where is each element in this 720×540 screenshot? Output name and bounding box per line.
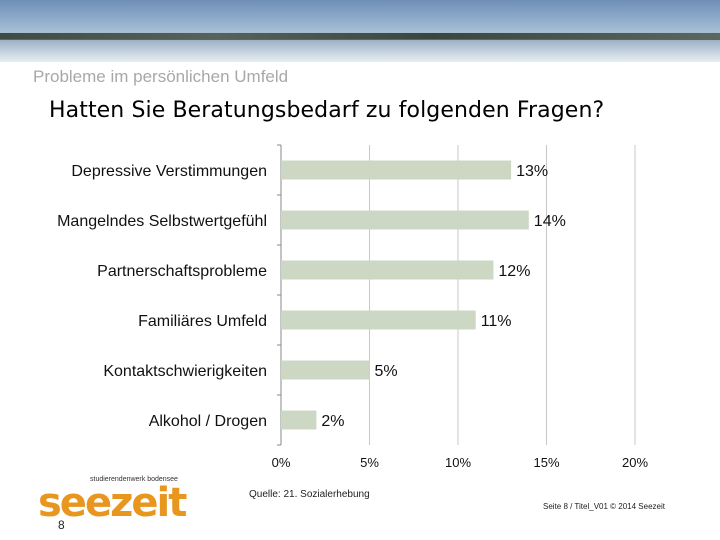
x-tick-label: 0% xyxy=(272,455,291,470)
logo-subtitle: studierendenwerk bodensee xyxy=(90,476,178,483)
data-label: 12% xyxy=(498,263,530,280)
bar xyxy=(281,260,494,280)
page-info: Seite 8 / Titel_V01 © 2014 Seezeit xyxy=(543,502,665,511)
logo-wordmark: seezeit xyxy=(38,480,187,526)
data-label: 14% xyxy=(534,213,566,230)
bar xyxy=(281,210,529,230)
banner-horizon xyxy=(0,33,720,39)
x-tick-label: 5% xyxy=(360,455,379,470)
data-label: 5% xyxy=(375,363,398,380)
seezeit-logo: studierendenwerk bodensee seezeit xyxy=(38,476,218,526)
page-title: Hatten Sie Beratungsbedarf zu folgenden … xyxy=(49,98,605,123)
source-note: Quelle: 21. Sozialerhebung xyxy=(249,489,370,500)
category-label: Alkohol / Drogen xyxy=(149,413,267,430)
category-label: Familiäres Umfeld xyxy=(138,313,267,330)
section-title: Probleme im persönlichen Umfeld xyxy=(33,67,289,86)
page-number: 8 xyxy=(58,518,65,532)
bar xyxy=(281,310,476,330)
banner-water xyxy=(0,40,720,62)
data-label: 2% xyxy=(321,413,344,430)
data-label: 11% xyxy=(481,313,512,330)
bar xyxy=(281,160,512,180)
header-banner-image xyxy=(0,0,720,62)
bar xyxy=(281,410,317,430)
category-label: Depressive Verstimmungen xyxy=(71,163,267,180)
x-tick-label: 10% xyxy=(445,455,471,470)
category-label: Mangelndes Selbstwertgefühl xyxy=(57,213,267,230)
bar-chart: Depressive Verstimmungen 13% Mangelndes Se… xyxy=(57,144,648,470)
category-label: Kontaktschwierigkeiten xyxy=(103,363,267,380)
category-label: Partnerschaftsprobleme xyxy=(97,263,267,280)
x-tick-label: 20% xyxy=(622,455,648,470)
x-tick-label: 15% xyxy=(533,455,559,470)
data-label: 13% xyxy=(516,163,548,180)
bar xyxy=(281,360,370,380)
